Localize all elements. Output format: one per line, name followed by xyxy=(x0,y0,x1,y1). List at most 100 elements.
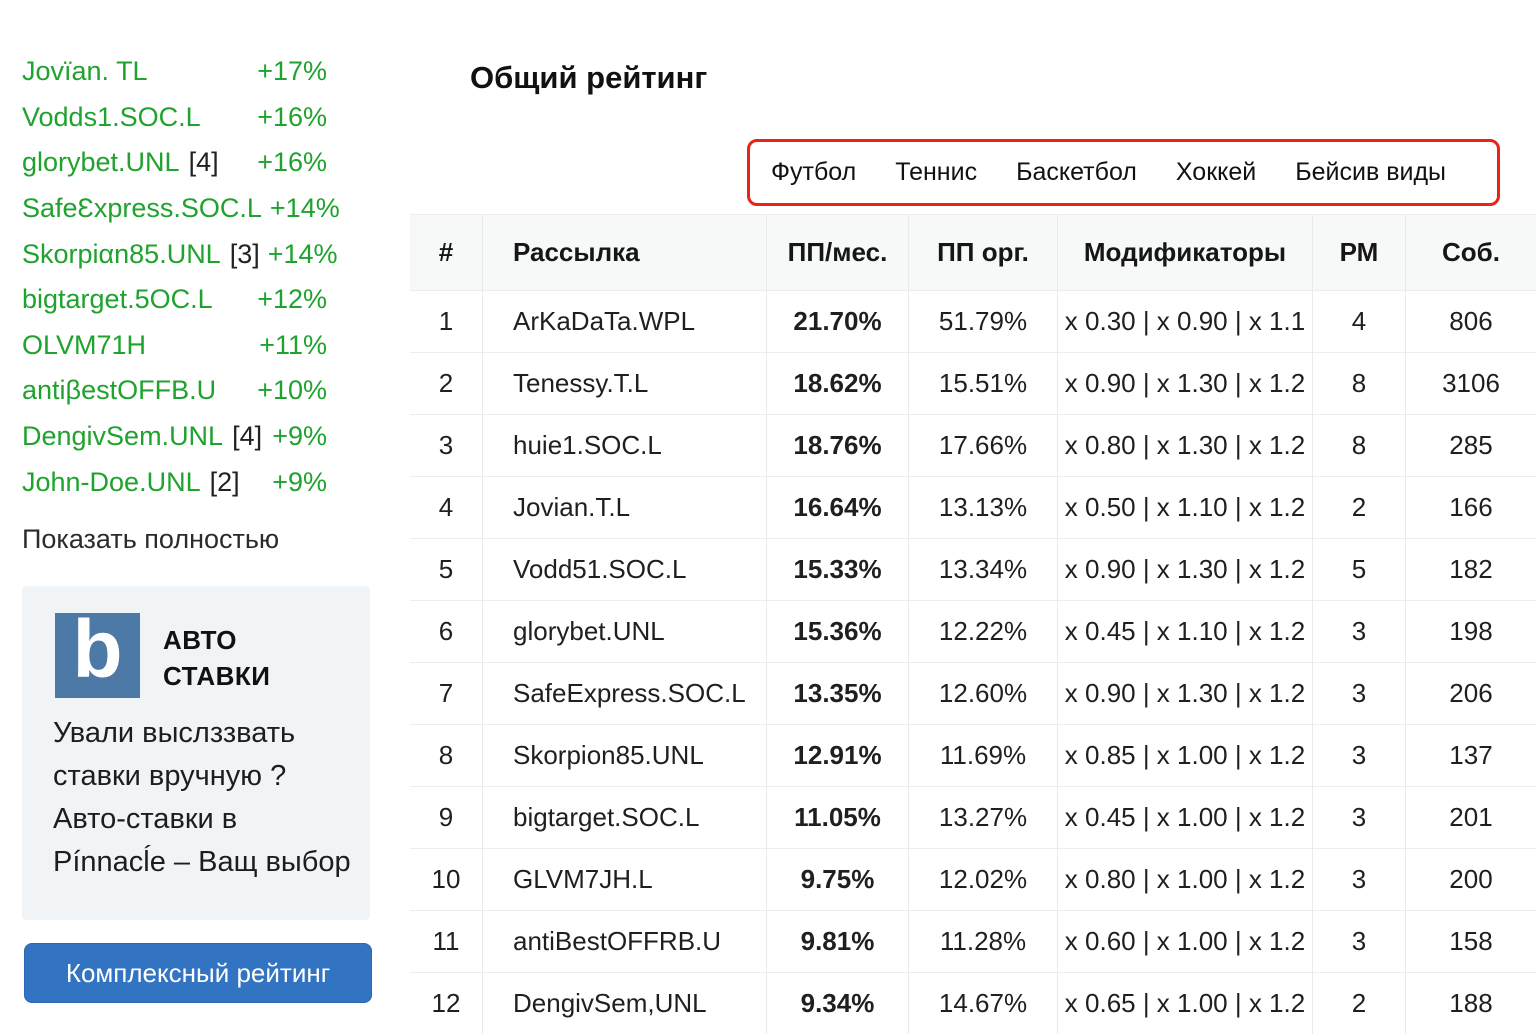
table-cell: 12.60% xyxy=(909,662,1058,724)
top-list-item-name: Vodds1.SOC.L xyxy=(22,101,201,132)
table-cell: x 0.30 | x 0.90 | x 1.1 xyxy=(1058,290,1313,352)
header-cell: ПП/мес. xyxy=(767,214,909,290)
top-list-item-count-badge: [2] xyxy=(209,466,240,497)
table-cell: 5 xyxy=(1313,538,1406,600)
top-list-item[interactable]: DengivSem.UNL [4] +9% xyxy=(22,414,327,460)
top-list-item-percent: +10% xyxy=(257,375,327,406)
top-list-item-name: DengivSem.UNL xyxy=(22,421,224,452)
tab-5[interactable]: Бейсив виды xyxy=(1295,158,1447,186)
top-list-item[interactable]: Jovïan. TL +17% xyxy=(22,49,327,95)
top-list-item-percent: +16% xyxy=(257,101,327,132)
top-list-item[interactable]: Vodds1.SOC.L +16% xyxy=(22,95,327,141)
table-cell: x 0.80 | x 1.30 | x 1.2 xyxy=(1058,414,1313,476)
table-cell: 806 xyxy=(1406,290,1536,352)
ad-body-line: Pínnacĺe – Ващ выбор xyxy=(53,846,351,878)
ad-panel[interactable]: b АВТО СТАВКИ Ували выслззвать ставки вру… xyxy=(22,586,370,920)
table-cell: 2 xyxy=(1313,476,1406,538)
top-list-item-name-wrap: SafeƐxpress.SOC.L xyxy=(22,193,262,224)
table-cell: 12.22% xyxy=(909,600,1058,662)
top-list-item-name-wrap: antiβestOFFB.U xyxy=(22,375,216,406)
ad-body-line: Авто-ставки в xyxy=(53,803,238,835)
top-list-item-name-wrap: Jovïan. TL xyxy=(22,56,148,87)
top-list-item[interactable]: Skorpiαn85.UNL [3] +14% xyxy=(22,231,338,277)
header-cell: Соб. xyxy=(1406,214,1536,290)
top-list-item[interactable]: bigtarget.5OC.L +12% xyxy=(22,277,327,323)
table-cell: 15.33% xyxy=(767,538,909,600)
table-cell: 200 xyxy=(1406,848,1536,910)
table-cell: 8 xyxy=(1313,414,1406,476)
table-cell: 10 xyxy=(410,848,483,910)
table-cell: 21.70% xyxy=(767,290,909,352)
table-cell: 3 xyxy=(1313,662,1406,724)
tab-1[interactable]: Футбол xyxy=(771,158,857,186)
table-cell: 158 xyxy=(1406,910,1536,972)
table-cell: 3 xyxy=(410,414,483,476)
table-cell: x 0.50 | x 1.10 | x 1.2 xyxy=(1058,476,1313,538)
table-cell: 13.13% xyxy=(909,476,1058,538)
table-cell: x 0.60 | x 1.00 | x 1.2 xyxy=(1058,910,1313,972)
table-cell: Vodd51.SOC.L xyxy=(483,538,767,600)
top-list-item-name: Skorpiαn85.UNL xyxy=(22,238,221,269)
top-list-item-name-wrap: glorybet.UNL [4] xyxy=(22,147,219,178)
table-cell: 285 xyxy=(1406,414,1536,476)
ad-body-text: Ували выслззвать ставки вручную ? Авто-ста… xyxy=(53,712,351,884)
top-list-item[interactable]: glorybet.UNL [4] +16% xyxy=(22,140,327,186)
top-list-item[interactable]: John-Doe.UNL [2] +9% xyxy=(22,459,327,505)
top-list-item-name: SafeƐxpress.SOC.L xyxy=(22,193,262,224)
table-cell: 6 xyxy=(410,600,483,662)
ad-body-line: Ували выслззвать xyxy=(53,717,296,749)
table-cell: SafeExpress.SOC.L xyxy=(483,662,767,724)
table-cell: 12 xyxy=(410,972,483,1034)
top-list-item-name-wrap: bigtarget.5OC.L xyxy=(22,284,213,315)
top-list-item[interactable]: antiβestOFFB.U +10% xyxy=(22,368,327,414)
table-cell: GLVM7JH.L xyxy=(483,848,767,910)
table-cell: ArKaDaTa.WPL xyxy=(483,290,767,352)
table-cell: 12.02% xyxy=(909,848,1058,910)
table-cell: x 0.90 | x 1.30 | x 1.2 xyxy=(1058,538,1313,600)
table-cell: 166 xyxy=(1406,476,1536,538)
table-cell: 4 xyxy=(1313,290,1406,352)
top-list-item-percent: +16% xyxy=(257,147,327,178)
top-list-item-percent: +17% xyxy=(257,56,327,87)
table-cell: 206 xyxy=(1406,662,1536,724)
ad-title-line2: СТАВКИ xyxy=(163,661,271,691)
header-cell: # xyxy=(410,214,483,290)
table-cell: antiBestOFFRB.U xyxy=(483,910,767,972)
complex-rating-button[interactable]: Комплексный рейтинг xyxy=(24,943,372,1003)
ad-title: АВТО СТАВКИ xyxy=(163,622,270,694)
table-cell: 18.62% xyxy=(767,352,909,414)
table-cell: 11.05% xyxy=(767,786,909,848)
table-cell: bigtarget.SOC.L xyxy=(483,786,767,848)
page-title: Общий рейтинг xyxy=(470,60,708,95)
table-cell: 9.34% xyxy=(767,972,909,1034)
table-cell: 7 xyxy=(410,662,483,724)
table-cell: 11 xyxy=(410,910,483,972)
top-list-item[interactable]: SafeƐxpress.SOC.L +14% xyxy=(22,186,340,232)
show-all-link[interactable]: Показать полностью xyxy=(22,524,280,554)
top-list-item-name-wrap: OLVM71H xyxy=(22,330,146,361)
ad-logo-letter: b xyxy=(72,603,123,695)
top-list-item-name-wrap: Skorpiαn85.UNL [3] xyxy=(22,239,260,270)
table-cell: DengivSem,UNL xyxy=(483,972,767,1034)
ad-body-line: ставки вручную ? xyxy=(53,760,287,792)
tab-3[interactable]: Баскетбол xyxy=(1016,158,1137,186)
table-cell: 13.34% xyxy=(909,538,1058,600)
table-cell: 182 xyxy=(1406,538,1536,600)
table-cell: x 0.90 | x 1.30 | x 1.2 xyxy=(1058,352,1313,414)
table-cell: 137 xyxy=(1406,724,1536,786)
top-list-item[interactable]: OLVM71H +11% xyxy=(22,323,327,369)
tab-4[interactable]: Хоккей xyxy=(1175,158,1257,186)
top-list-item-name-wrap: Vodds1.SOC.L xyxy=(22,102,201,133)
top-list-item-name: glorybet.UNL xyxy=(22,147,180,178)
table-cell: Skorpion85.UNL xyxy=(483,724,767,786)
top-list-item-count-badge: [3] xyxy=(229,238,260,269)
top-list-item-name: bigtarget.5OC.L xyxy=(22,284,213,315)
table-cell: 4 xyxy=(410,476,483,538)
main-content: Общий рейтинг Футбол Теннис Баскетбол Хокке… xyxy=(410,0,1536,1034)
top-list-item-percent: +9% xyxy=(272,421,327,452)
table-cell: 9.75% xyxy=(767,848,909,910)
table-cell: 2 xyxy=(410,352,483,414)
top-list-item-percent: +14% xyxy=(269,193,340,224)
table-cell: 18.76% xyxy=(767,414,909,476)
tab-2[interactable]: Теннис xyxy=(895,158,978,186)
